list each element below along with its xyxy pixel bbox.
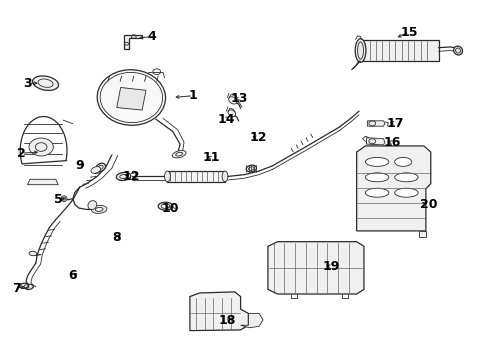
Text: 1: 1 xyxy=(188,89,197,102)
Ellipse shape xyxy=(91,167,101,173)
Polygon shape xyxy=(366,121,384,126)
Ellipse shape xyxy=(365,173,388,182)
Text: 16: 16 xyxy=(382,136,400,149)
Text: 12: 12 xyxy=(249,131,266,144)
Ellipse shape xyxy=(453,46,462,55)
Ellipse shape xyxy=(394,157,411,166)
Text: 7: 7 xyxy=(12,282,20,295)
Ellipse shape xyxy=(227,110,235,117)
Ellipse shape xyxy=(354,39,365,62)
Text: 14: 14 xyxy=(217,113,234,126)
Ellipse shape xyxy=(24,284,33,289)
Ellipse shape xyxy=(172,150,185,158)
Text: 8: 8 xyxy=(112,231,121,244)
Ellipse shape xyxy=(365,188,388,197)
Polygon shape xyxy=(418,231,425,237)
Ellipse shape xyxy=(245,165,256,172)
Text: 12: 12 xyxy=(122,170,140,183)
Ellipse shape xyxy=(394,173,417,182)
Ellipse shape xyxy=(97,70,165,125)
Text: 19: 19 xyxy=(322,260,339,273)
Ellipse shape xyxy=(20,283,28,288)
Text: 20: 20 xyxy=(419,198,437,211)
Polygon shape xyxy=(124,35,142,49)
Polygon shape xyxy=(117,87,146,110)
Ellipse shape xyxy=(228,97,237,104)
Bar xyxy=(167,171,224,182)
Polygon shape xyxy=(356,146,430,231)
Ellipse shape xyxy=(33,76,59,90)
Text: 17: 17 xyxy=(386,117,404,130)
Text: 13: 13 xyxy=(230,92,248,105)
Polygon shape xyxy=(366,138,384,145)
Circle shape xyxy=(29,138,53,156)
Text: 4: 4 xyxy=(147,30,156,43)
Ellipse shape xyxy=(88,201,97,210)
Text: 18: 18 xyxy=(218,314,236,327)
Ellipse shape xyxy=(29,251,37,256)
Text: 2: 2 xyxy=(17,147,25,159)
Text: 11: 11 xyxy=(202,151,220,164)
Ellipse shape xyxy=(222,171,227,182)
Text: 9: 9 xyxy=(75,159,84,172)
Ellipse shape xyxy=(116,172,130,180)
Ellipse shape xyxy=(394,188,417,197)
Ellipse shape xyxy=(61,196,67,202)
Text: 10: 10 xyxy=(162,202,179,215)
Ellipse shape xyxy=(96,163,105,172)
Bar xyxy=(360,40,438,61)
Polygon shape xyxy=(27,179,58,185)
Text: 5: 5 xyxy=(54,193,62,206)
Text: 3: 3 xyxy=(23,77,32,90)
Ellipse shape xyxy=(164,171,170,182)
Text: 6: 6 xyxy=(68,269,77,282)
Polygon shape xyxy=(189,292,248,330)
Ellipse shape xyxy=(365,157,388,166)
Ellipse shape xyxy=(91,206,107,213)
Text: 15: 15 xyxy=(400,26,417,39)
Ellipse shape xyxy=(158,202,172,210)
Polygon shape xyxy=(267,242,363,294)
Polygon shape xyxy=(240,314,263,328)
